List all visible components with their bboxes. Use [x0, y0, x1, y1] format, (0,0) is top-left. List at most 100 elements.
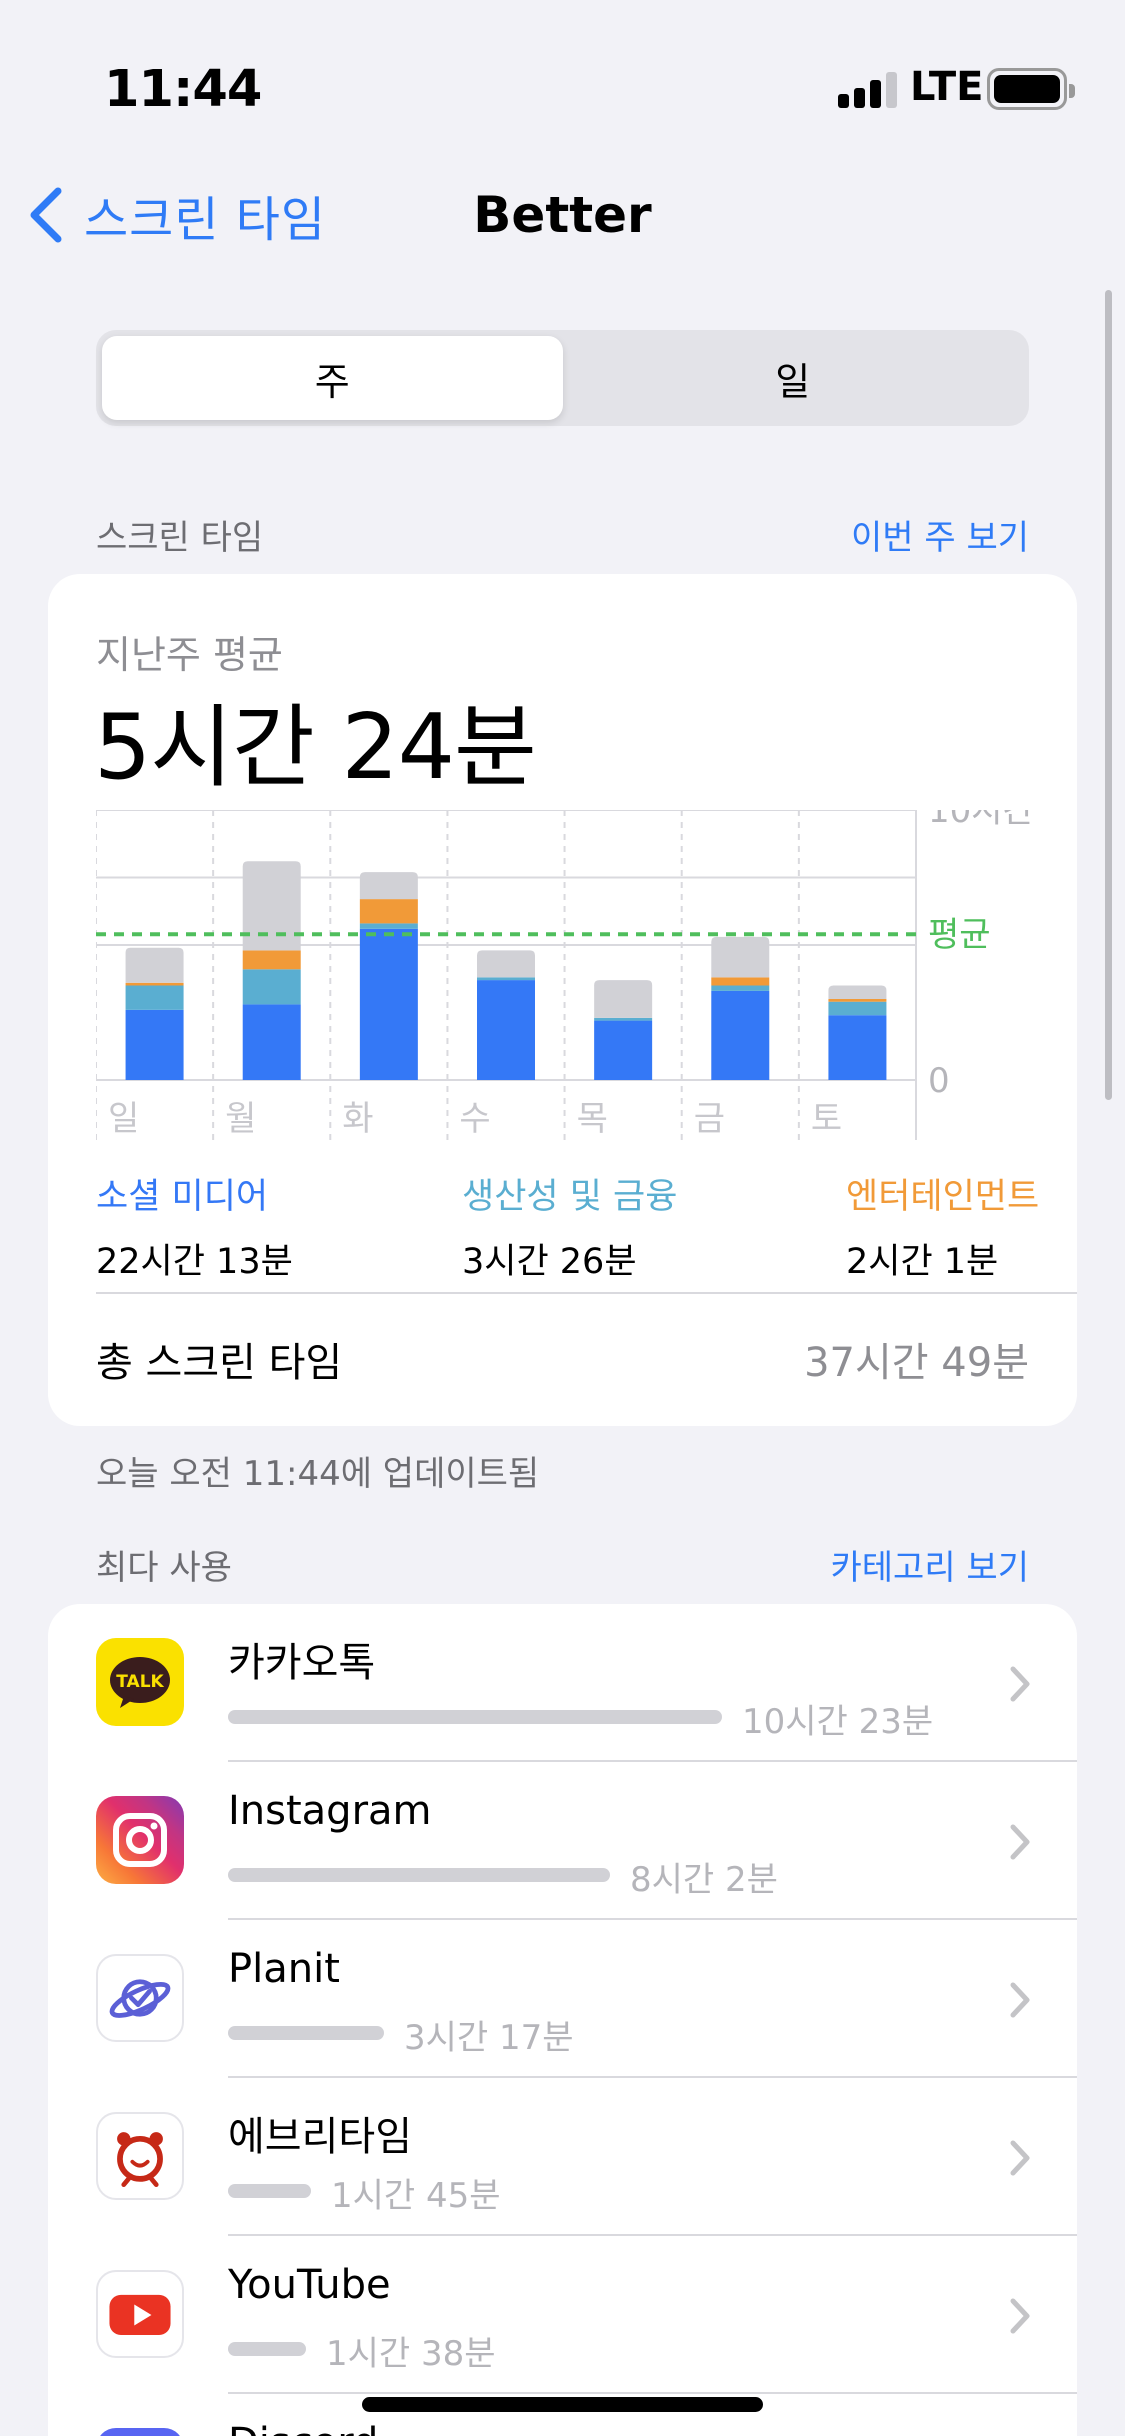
- status-time: 11:44: [104, 60, 262, 119]
- app-row-discord[interactable]: Discord: [48, 2394, 1077, 2436]
- bar-월-series-2: [242, 950, 301, 970]
- bar-화-series-3: [359, 872, 418, 900]
- bar-월-series-1: [242, 969, 301, 1005]
- y-axis-zero-label: 0: [928, 1061, 950, 1101]
- x-tick-label: 수: [459, 1099, 490, 1139]
- view-categories-link[interactable]: 카테고리 보기: [830, 1548, 1030, 1588]
- bar-금-series-2: [711, 977, 770, 986]
- weekly-usage-chart[interactable]: 10시간 평균 0 일 월 화 수 목 금 토: [96, 810, 1076, 1140]
- bar-수-series-0: [477, 980, 535, 1080]
- bar-화-series-2: [359, 899, 418, 924]
- usage-time: 1시간 38분: [326, 2334, 496, 2374]
- row-divider: [228, 2392, 1077, 2394]
- bar-토-series-1: [828, 1001, 887, 1016]
- bar-일-series-1: [125, 985, 184, 1010]
- app-row-kakaotalk[interactable]: TALK 카카오톡 10시간 23분: [48, 1604, 1077, 1762]
- chevron-left-icon: [30, 187, 62, 243]
- legend-productivity-value: 3시간 26분: [462, 1242, 637, 1282]
- planit-icon: [96, 1954, 184, 2042]
- legend-social-value: 22시간 13분: [96, 1242, 293, 1282]
- app-row-planit[interactable]: Planit 3시간 17분: [48, 1920, 1077, 2078]
- view-this-week-link[interactable]: 이번 주 보기: [850, 518, 1029, 558]
- y-axis-max-label: 10시간: [928, 810, 1034, 831]
- bar-일-series-0: [125, 1009, 184, 1080]
- legend-entertainment[interactable]: 엔터테인먼트 2시간 1분: [846, 1168, 1039, 1284]
- most-used-section-header: 최다 사용 카테고리 보기: [96, 1540, 1029, 1589]
- usage-time: 3시간 17분: [404, 2018, 574, 2058]
- network-type: LTE: [910, 64, 984, 110]
- row-divider: [228, 1760, 1077, 1762]
- scrollbar[interactable]: [1105, 290, 1112, 1100]
- everytime-icon: [96, 2112, 184, 2200]
- legend-productivity-label: 생산성 및 금융: [462, 1177, 678, 1217]
- bar-수-series-1: [477, 977, 535, 981]
- bar-금-series-3: [711, 936, 770, 978]
- average-value: 5시간 24분: [94, 695, 537, 800]
- app-row-youtube[interactable]: YouTube 1시간 38분: [48, 2236, 1077, 2394]
- bar-토-series-2: [828, 999, 887, 1002]
- bar-금-series-1: [711, 985, 770, 991]
- bar-목-series-3: [594, 980, 653, 1018]
- app-name: Instagram: [228, 1788, 432, 1834]
- bar-수-series-3: [477, 950, 535, 978]
- segment-day[interactable]: 일: [775, 359, 811, 404]
- divider: [96, 1292, 1077, 1294]
- usage-time: 8시간 2분: [630, 1860, 778, 1900]
- legend-social[interactable]: 소셜 미디어 22시간 13분: [96, 1168, 293, 1284]
- total-screen-time-row: 총 스크린 타임 37시간 49분: [96, 1330, 1029, 1388]
- kakaotalk-icon-label: TALK: [116, 1672, 164, 1692]
- usage-bar: [228, 2184, 311, 2198]
- app-name: YouTube: [228, 2262, 391, 2308]
- bar-일-series-3: [125, 947, 184, 983]
- chevron-right-icon: [1010, 2298, 1030, 2334]
- screen-time-card: 지난주 평균 5시간 24분 10시간 평균 0 일 월 화 수 목 금 토 소셜 미디어 …: [48, 574, 1077, 1426]
- chevron-right-icon: [1010, 2140, 1030, 2176]
- back-button[interactable]: 스크린 타임: [26, 180, 326, 250]
- app-name: 에브리타임: [228, 2114, 412, 2160]
- youtube-icon: [96, 2270, 184, 2358]
- legend-entertainment-label: 엔터테인먼트: [846, 1177, 1040, 1217]
- row-divider: [228, 1918, 1077, 1920]
- back-label: 스크린 타임: [84, 192, 327, 248]
- home-indicator[interactable]: [362, 2397, 763, 2412]
- instagram-icon: [96, 1796, 184, 1884]
- navigation-bar: 스크린 타임 Better: [0, 160, 1125, 270]
- total-label: 총 스크린 타임: [96, 1340, 343, 1386]
- chevron-right-icon: [1010, 1666, 1030, 1702]
- usage-bar: [228, 2026, 384, 2040]
- bar-토-series-0: [828, 1015, 887, 1080]
- bar-토-series-3: [828, 985, 887, 999]
- bar-화-series-1: [359, 923, 418, 929]
- bar-화-series-0: [359, 928, 418, 1080]
- app-name: 카카오톡: [228, 1640, 376, 1686]
- category-legend: 소셜 미디어 22시간 13분 생산성 및 금융 3시간 26분 엔터테인먼트 …: [96, 1168, 1039, 1282]
- app-row-instagram[interactable]: Instagram 8시간 2분: [48, 1762, 1077, 1920]
- section-title: 스크린 타임: [96, 518, 264, 558]
- app-name: Discord: [228, 2420, 378, 2436]
- legend-productivity[interactable]: 생산성 및 금융 3시간 26분: [462, 1168, 677, 1284]
- x-tick-label: 일: [108, 1099, 139, 1139]
- status-bar: 11:44 LTE: [0, 0, 1125, 140]
- x-tick-label: 목: [577, 1099, 608, 1139]
- bar-목-series-1: [594, 1017, 653, 1021]
- updated-timestamp: 오늘 오전 11:44에 업데이트됨: [96, 1454, 540, 1494]
- segment-week[interactable]: 주: [102, 336, 563, 420]
- app-row-everytime[interactable]: 에브리타임 1시간 45분: [48, 2078, 1077, 2236]
- bar-일-series-2: [125, 982, 184, 986]
- kakaotalk-icon: TALK: [96, 1638, 184, 1726]
- battery-icon: [987, 68, 1075, 110]
- chevron-right-icon: [1010, 1982, 1030, 2018]
- row-divider: [228, 2076, 1077, 2078]
- usage-bar: [228, 1868, 610, 1882]
- period-segmented-control: 주 일: [96, 330, 1029, 426]
- discord-icon: [96, 2428, 184, 2436]
- chart-bars: [125, 861, 887, 1080]
- bar-월-series-0: [242, 1004, 301, 1080]
- y-axis-average-label: 평균: [928, 915, 991, 955]
- screen-time-section-header: 스크린 타임 이번 주 보기: [96, 510, 1029, 559]
- x-tick-label: 토: [811, 1099, 842, 1139]
- most-used-apps-list: TALK 카카오톡 10시간 23분 Instagram 8시간 2분: [48, 1604, 1077, 2436]
- app-name: Planit: [228, 1946, 340, 1992]
- bar-목-series-0: [594, 1020, 653, 1080]
